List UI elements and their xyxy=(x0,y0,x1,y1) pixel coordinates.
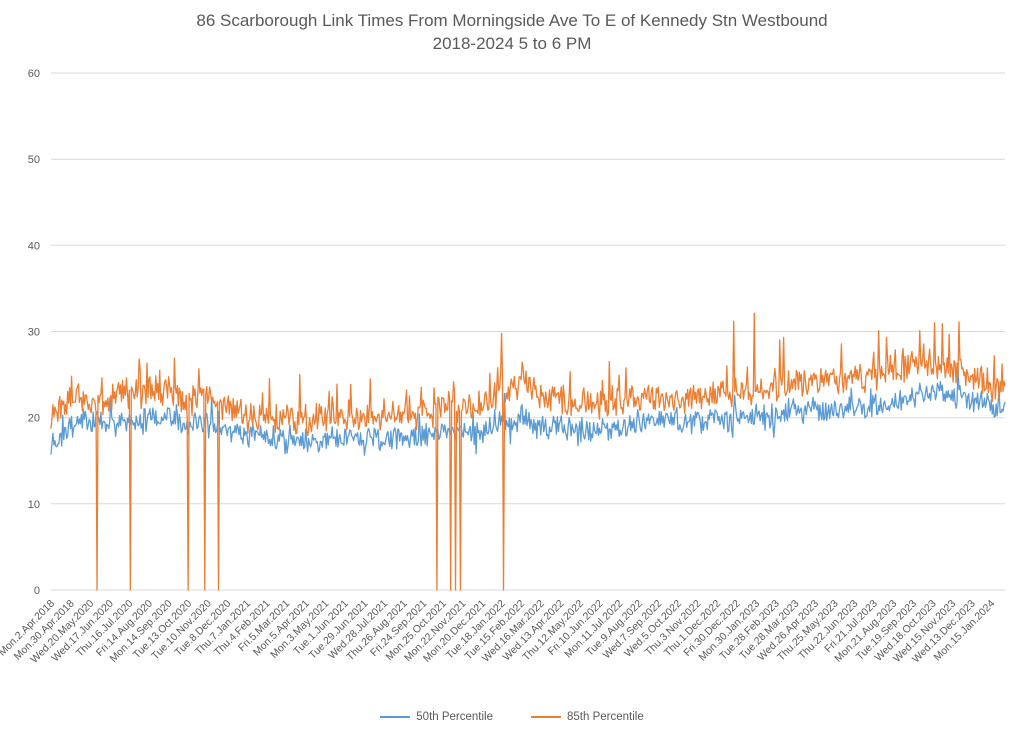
legend-item-85th-percentile: 85th Percentile xyxy=(531,711,644,723)
series-line-85th-percentile xyxy=(50,312,1006,591)
y-axis-tick-label: 60 xyxy=(28,68,40,80)
chart-title-block: 86 Scarborough Link Times From Morningsi… xyxy=(0,9,1024,55)
plot-area: 0102030405060Mon.2.Apr.2018Mon.30.Apr.20… xyxy=(0,68,1006,666)
legend-swatch-85th-percentile xyxy=(531,716,561,718)
y-axis-tick-label: 10 xyxy=(28,499,40,511)
y-axis-tick-label: 40 xyxy=(28,240,40,252)
y-axis-tick-label: 20 xyxy=(28,413,40,425)
y-axis-tick-label: 50 xyxy=(28,154,40,166)
chart-legend: 50th Percentile 85th Percentile xyxy=(0,711,1024,723)
series-line-50th-percentile xyxy=(50,366,1006,456)
y-axis-tick-label: 0 xyxy=(34,585,40,597)
legend-swatch-50th-percentile xyxy=(380,716,411,718)
legend-label-50th-percentile: 50th Percentile xyxy=(416,711,493,723)
chart-title: 86 Scarborough Link Times From Morningsi… xyxy=(196,11,828,30)
legend-item-50th-percentile: 50th Percentile xyxy=(380,711,493,723)
y-axis-tick-label: 30 xyxy=(28,327,40,339)
legend-label-85th-percentile: 85th Percentile xyxy=(567,711,644,723)
chart-subtitle: 2018-2024 5 to 6 PM xyxy=(432,34,592,53)
